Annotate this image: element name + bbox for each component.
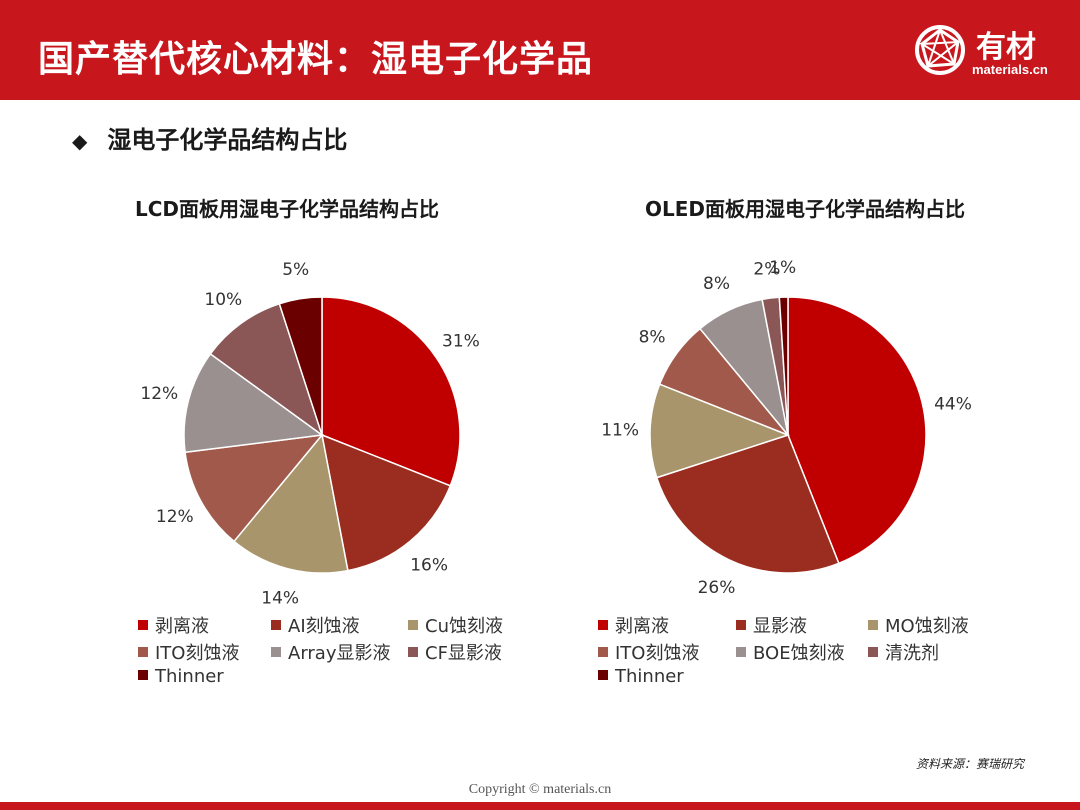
oled-legend-label-2: MO蚀刻液 [885, 616, 969, 637]
logo-subtext: materials.cn [972, 62, 1048, 77]
lcd-legend-swatch-2 [408, 620, 418, 630]
oled-data-label-0: 44% [934, 395, 972, 415]
oled-slice-0 [787, 296, 927, 565]
lcd-legend-item-1: AI刻蚀液 [271, 612, 360, 638]
lcd-legend-item-2: Cu蚀刻液 [408, 612, 503, 638]
lcd-data-label-6: 5% [282, 260, 309, 280]
oled-legend-item-6: Thinner [598, 666, 684, 687]
lcd-legend-label-3: ITO刻蚀液 [155, 643, 240, 664]
oled-legend-item-2: MO蚀刻液 [868, 612, 969, 638]
oled-slice-2 [649, 383, 791, 479]
oled-legend-swatch-3 [598, 647, 608, 657]
oled-slice-6 [778, 296, 789, 436]
bottom-bar [0, 802, 1080, 810]
oled-legend-label-1: 显影液 [753, 616, 807, 637]
logo-text: 有材 [976, 30, 1036, 65]
lcd-legend-swatch-3 [138, 647, 148, 657]
lcd-legend-label-0: 剥离液 [155, 616, 209, 637]
oled-legend-label-5: 清洗剂 [885, 643, 939, 664]
lcd-slice-6 [278, 296, 323, 436]
oled-legend-label-6: Thinner [615, 666, 684, 687]
lcd-data-label-4: 12% [140, 384, 178, 404]
lcd-data-label-1: 16% [410, 555, 448, 575]
lcd-slice-5 [209, 302, 324, 437]
oled-data-label-5: 2% [753, 259, 780, 279]
lcd-chart-title: LCD面板用湿电子化学品结构占比 [134, 197, 440, 221]
oled-legend-item-0: 剥离液 [598, 612, 669, 638]
lcd-legend-label-5: CF显影液 [425, 643, 502, 664]
lcd-data-label-0: 31% [442, 332, 480, 352]
lcd-legend-swatch-1 [271, 620, 281, 630]
page-title: 国产替代核心材料：湿电子化学品 [38, 39, 594, 80]
lcd-slice-3 [184, 434, 324, 543]
lcd-legend-swatch-6 [138, 670, 148, 680]
lcd-legend-item-5: CF显影液 [408, 639, 502, 665]
oled-legend-swatch-2 [868, 620, 878, 630]
brand-logo: 有材 materials.cn [914, 20, 1054, 84]
lcd-data-label-5: 10% [204, 290, 242, 310]
oled-legend-swatch-4 [736, 647, 746, 657]
oled-data-label-4: 8% [703, 274, 730, 294]
lcd-legend-label-4: Array显影液 [288, 643, 391, 664]
lcd-data-label-2: 14% [261, 589, 299, 609]
logo-icon [915, 25, 965, 75]
section-title: ◆ 湿电子化学品结构占比 [72, 120, 347, 155]
oled-legend-swatch-6 [598, 670, 608, 680]
lcd-legend-item-3: ITO刻蚀液 [138, 639, 239, 665]
lcd-slice-0 [321, 296, 461, 487]
lcd-legend-label-2: Cu蚀刻液 [425, 616, 503, 637]
source-note: 资料来源：赛瑞研究 [915, 757, 1024, 771]
oled-legend-label-4: BOE蚀刻液 [753, 643, 845, 664]
lcd-slice-4 [183, 352, 324, 454]
oled-legend-item-3: ITO刻蚀液 [598, 639, 699, 665]
lcd-legend-label-6: Thinner [155, 666, 224, 687]
lcd-legend-item-6: Thinner [138, 666, 224, 687]
oled-legend-swatch-0 [598, 620, 608, 630]
header-bar: 国产替代核心材料：湿电子化学品 有材 materials.cn [0, 0, 1080, 100]
oled-legend-label-0: 剥离液 [615, 616, 669, 637]
oled-data-label-3: 8% [639, 327, 666, 347]
oled-data-label-6: 1% [769, 258, 796, 278]
lcd-legend-item-0: 剥离液 [138, 612, 209, 638]
lcd-slice-1 [321, 433, 452, 572]
copyright: Copyright © materials.cn [468, 782, 612, 797]
oled-legend-item-5: 清洗剂 [868, 639, 939, 665]
lcd-legend-label-1: AI刻蚀液 [288, 616, 360, 637]
oled-data-label-1: 26% [698, 578, 736, 598]
oled-legend-swatch-1 [736, 620, 746, 630]
lcd-legend-swatch-0 [138, 620, 148, 630]
section-title-text: 湿电子化学品结构占比 [107, 126, 348, 154]
lcd-legend-item-4: Array显影液 [271, 639, 390, 665]
oled-legend-swatch-5 [868, 647, 878, 657]
oled-data-label-2: 11% [601, 421, 639, 441]
oled-chart-title: OLED面板用湿电子化学品结构占比 [644, 197, 966, 221]
lcd-data-label-3: 12% [156, 507, 194, 527]
lcd-legend-swatch-4 [271, 647, 281, 657]
oled-slice-1 [655, 434, 840, 574]
oled-legend-item-4: BOE蚀刻液 [736, 639, 845, 665]
lcd-slice-2 [232, 433, 349, 574]
diamond-bullet-icon: ◆ [72, 129, 88, 153]
lcd-legend-swatch-5 [408, 647, 418, 657]
oled-legend-item-1: 显影液 [736, 612, 807, 638]
oled-legend-label-3: ITO刻蚀液 [615, 643, 700, 664]
